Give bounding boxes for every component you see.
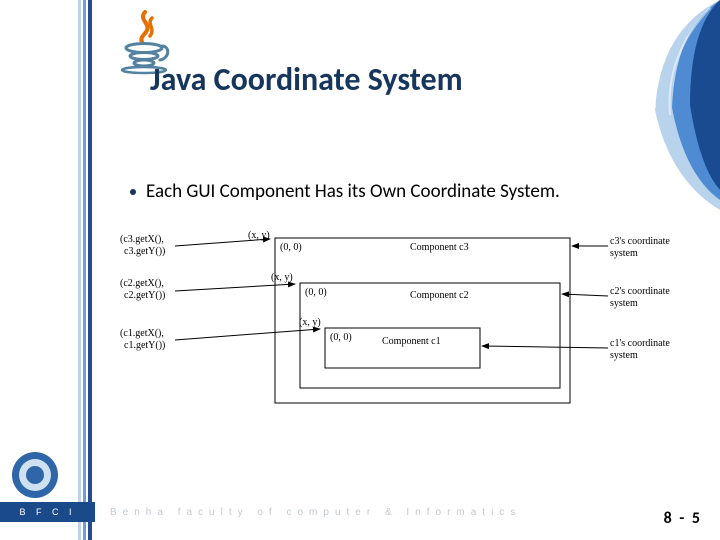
get-c3-l1: (c3.getX(), — [120, 234, 164, 245]
label-c3: Component c3 — [410, 242, 469, 253]
label-c1: Component c1 — [382, 336, 441, 347]
get-c2-l1: (c2.getX(), — [120, 278, 164, 289]
origin-c3: (0, 0) — [280, 242, 302, 253]
xy-c2: (x, y) — [271, 272, 293, 283]
get-c1-l1: (c1.getX(), — [120, 328, 164, 339]
bullet-dot-icon — [130, 189, 136, 195]
coord-c2-l1: c2's coordinate — [610, 286, 670, 297]
get-c3-l2: c3.getY()) — [124, 246, 165, 257]
coord-c1-l1: c1's coordinate — [610, 338, 670, 349]
bullet-item: Each GUI Component Has its Own Coordinat… — [130, 180, 560, 203]
origin-c1: (0, 0) — [330, 332, 352, 343]
coord-c3-l2: system — [610, 248, 638, 259]
coordinate-diagram: (0, 0) (0, 0) (0, 0) Component c3 Compon… — [120, 228, 680, 418]
slide-title: Java Coordinate System — [150, 60, 463, 99]
label-c2: Component c2 — [410, 290, 469, 301]
coord-c3-l1: c3's coordinate — [610, 236, 670, 247]
coord-c1-l2: system — [610, 350, 638, 361]
xy-c1: (x, y) — [299, 317, 321, 328]
footer-institution: Benha faculty of computer & Informatics — [110, 507, 521, 518]
right-swoosh-decoration — [600, 0, 720, 220]
page-number: 8 - 5 — [664, 509, 702, 528]
get-c1-l2: c1.getY()) — [124, 340, 165, 351]
coord-c2-l2: system — [610, 298, 638, 309]
get-c2-l2: c2.getY()) — [124, 290, 165, 301]
institution-badge-icon — [10, 450, 60, 500]
bullet-text: Each GUI Component Has its Own Coordinat… — [146, 180, 560, 203]
footer-bfci: B F C I — [0, 502, 95, 522]
origin-c2: (0, 0) — [305, 287, 327, 298]
